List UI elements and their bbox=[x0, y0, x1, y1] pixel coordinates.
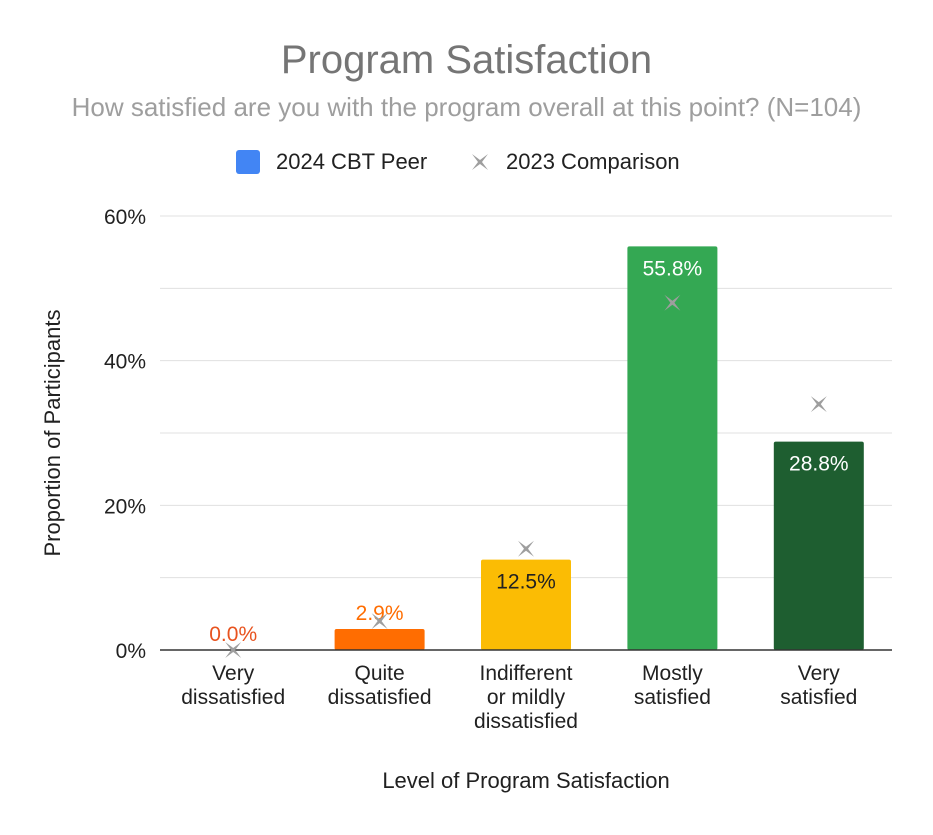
data-label: 0.0% bbox=[209, 623, 257, 646]
legend-label-2024: 2024 CBT Peer bbox=[276, 149, 428, 174]
comparison-marker bbox=[810, 396, 827, 413]
y-tick-label: 40% bbox=[104, 351, 146, 374]
x-tick-label-line: Indifferent bbox=[479, 662, 572, 685]
comparison-marker bbox=[518, 540, 534, 557]
bar bbox=[334, 629, 425, 650]
x-tick-label-line: dissatisfied bbox=[474, 710, 578, 733]
x-tick-label-line: Very bbox=[798, 662, 841, 685]
x-tick-label-line: satisfied bbox=[780, 686, 857, 709]
x-tick-label: Quite dissatisfied bbox=[328, 662, 432, 709]
data-label: 12.5% bbox=[496, 571, 556, 594]
x-tick-label: Mostly satisfied bbox=[634, 662, 711, 709]
y-axis-label: Proportion of Participants bbox=[40, 309, 65, 556]
chart-title: Program Satisfaction bbox=[280, 38, 653, 82]
x-tick-label-line: dissatisfied bbox=[328, 686, 432, 709]
data-label: 55.8% bbox=[643, 257, 703, 280]
x-tick-label-line: or mildly bbox=[487, 686, 566, 709]
x-tick-label-line: Mostly bbox=[642, 662, 703, 685]
comparison-marker bbox=[371, 613, 388, 630]
x-tick-label-line: Quite bbox=[354, 662, 404, 685]
x-tick-label: Very dissatisfied bbox=[181, 662, 285, 709]
x-tick-label: Very satisfied bbox=[780, 662, 857, 709]
legend-item-2024: 2024 CBT Peer bbox=[236, 149, 427, 175]
legend-item-2023: 2023 Comparison bbox=[468, 149, 680, 175]
x-tick-label-line: satisfied bbox=[634, 686, 711, 709]
comparison-marker bbox=[664, 294, 681, 311]
legend-label-2023: 2023 Comparison bbox=[506, 149, 680, 174]
y-tick-label: 0% bbox=[116, 640, 146, 663]
x-axis-label: Level of Program Satisfaction bbox=[382, 768, 669, 793]
y-tick-label: 60% bbox=[104, 206, 146, 229]
x-tick-label-line: Very bbox=[212, 662, 255, 685]
bar bbox=[627, 246, 718, 650]
x-tick-label-line: dissatisfied bbox=[181, 686, 285, 709]
x-tick-label: Indifferent or mildly dissatisfied bbox=[474, 662, 578, 733]
legend: 2024 CBT Peer 2023 Comparison bbox=[0, 149, 933, 181]
bar bbox=[481, 559, 571, 650]
bar bbox=[773, 441, 864, 650]
y-tick-label: 20% bbox=[104, 495, 146, 518]
comparison-marker bbox=[225, 642, 242, 658]
legend-swatch-2024 bbox=[236, 150, 260, 174]
data-label: 28.8% bbox=[789, 453, 849, 476]
data-label: 2.9% bbox=[356, 602, 404, 625]
x-star-marker-icon bbox=[472, 154, 488, 170]
chart-subtitle: How satisfied are you with the program o… bbox=[71, 92, 862, 122]
